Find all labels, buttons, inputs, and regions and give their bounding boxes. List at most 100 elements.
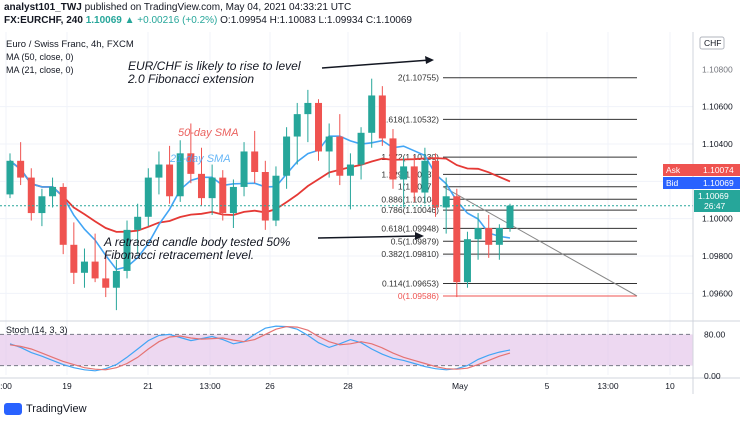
candle-body — [17, 160, 25, 178]
candle-body — [208, 177, 216, 199]
candle-body — [272, 175, 280, 221]
candles — [6, 78, 514, 311]
publish-line: analyst101_TWJ published on TradingView.… — [4, 2, 351, 13]
x-tick-label: 10 — [665, 381, 675, 391]
candle-body — [453, 196, 461, 283]
fib-level-label: 1.272(1.10330) — [381, 152, 439, 162]
x-tick-label: 13:00 — [597, 381, 619, 391]
ma50-legend: MA (50, close, 0) — [6, 52, 74, 62]
annotation-top-line2: 2.0 Fibonacci extension — [127, 72, 254, 86]
symbol-ohlc: O:1.09954 H:1.10083 L:1.09934 C:1.10069 — [220, 15, 412, 26]
candle-body — [176, 153, 184, 197]
x-tick-label: 21 — [143, 381, 153, 391]
ma21-line — [9, 135, 511, 271]
candle-body — [80, 261, 88, 273]
author-name[interactable]: analyst101_TWJ — [4, 2, 82, 13]
brand-name: TradingView — [26, 403, 87, 415]
candle-body — [293, 114, 301, 137]
candle-body — [400, 166, 408, 180]
countdown-value: 26:47 — [704, 201, 726, 211]
last-price-tag — [694, 190, 740, 212]
candle-body — [102, 278, 110, 288]
stoch-band — [0, 334, 693, 366]
y-tick-label: 1.10600 — [702, 102, 733, 112]
candle-body — [432, 160, 440, 208]
candle-body — [123, 229, 131, 271]
candle-body — [463, 239, 471, 283]
stoch-legend: Stoch (14, 3, 3) — [6, 325, 68, 335]
stochastic-pane: Stoch (14, 3, 3) — [0, 320, 740, 372]
candle-body — [506, 205, 514, 228]
ask-value: 1.10074 — [703, 165, 734, 175]
candle-body — [155, 164, 163, 178]
candle-body — [6, 160, 14, 195]
annotation-bottom-line1: A retraced candle body tested 50% — [103, 235, 291, 249]
candle-body — [229, 186, 237, 214]
candle-body — [442, 196, 450, 208]
candle-body — [261, 172, 269, 221]
symbol-name[interactable]: FX:EURCHF, 240 — [4, 15, 83, 26]
arrow-head-icon — [425, 56, 434, 64]
fib-level-label: 0.5(1.09879) — [391, 236, 439, 246]
candle-body — [325, 136, 333, 152]
x-tick-label: 26 — [265, 381, 275, 391]
candle-body — [283, 136, 291, 176]
fib-level-label: 0.114(1.09653) — [382, 278, 439, 288]
annotation-bottom-arrow — [317, 235, 419, 239]
candle-body — [421, 160, 429, 193]
publish-info: published on TradingView.com, May 04, 20… — [84, 2, 352, 13]
candle-body — [144, 177, 152, 217]
candle-body — [485, 228, 493, 245]
bid-value: 1.10069 — [703, 178, 734, 188]
candle-body — [70, 244, 78, 273]
y-tick-label: 1.10000 — [702, 214, 733, 224]
annotation-top-arrow — [321, 59, 431, 69]
ma21-legend: MA (21, close, 0) — [6, 65, 74, 75]
y-tick-label: 1.10400 — [702, 139, 733, 149]
stoch-tick-label: 80.00 — [704, 329, 726, 339]
symbol-change: ▲ +0.00216 (+0.2%) — [124, 15, 218, 26]
annotation-top-line1: EUR/CHF is likely to rise to level — [128, 59, 301, 73]
candle-body — [315, 102, 323, 152]
moving-averages — [9, 135, 511, 271]
candle-body — [27, 177, 35, 214]
ma50-label: 50-day SMA — [178, 127, 239, 139]
fib-level-label: 0.382(1.09810) — [381, 249, 439, 259]
candle-body — [368, 95, 376, 133]
x-tick-label: :00 — [0, 381, 12, 391]
candle-body — [251, 151, 259, 172]
brand-logo[interactable]: TradingView — [4, 403, 87, 415]
arrow-head-icon — [415, 232, 424, 240]
fib-level-label: 0.618(1.09948) — [381, 223, 439, 233]
x-tick-label: 19 — [62, 381, 72, 391]
x-tick-label: May — [452, 381, 469, 391]
bid-label: Bid — [666, 178, 679, 188]
symbol-line: FX:EURCHF, 240 1.10069 ▲ +0.00216 (+0.2%… — [4, 15, 412, 26]
stoch-k-line — [9, 325, 511, 372]
stoch-d-line — [9, 325, 511, 371]
fib-level-label: 1(1.10171) — [398, 182, 439, 192]
candle-body — [336, 136, 344, 176]
tradingview-icon — [4, 403, 22, 415]
currency-badge — [699, 36, 725, 50]
candle-body — [378, 95, 386, 139]
fib-level-label: 1.618(1.10532) — [381, 114, 439, 124]
candle-body — [59, 186, 67, 245]
candle-body — [495, 228, 503, 245]
candle-body — [389, 138, 397, 180]
candle-body — [49, 186, 57, 197]
x-tick-label: 5 — [545, 381, 550, 391]
x-tick-label: 13:00 — [199, 381, 221, 391]
candle-body — [187, 153, 195, 174]
ma21-label: 21-day SMA — [169, 153, 231, 165]
candle-body — [134, 216, 142, 230]
candle-body — [166, 164, 174, 197]
bid-price-tag — [663, 177, 740, 189]
fib-level-label: 0(1.09586) — [398, 291, 439, 301]
candle-body — [38, 196, 46, 214]
candle-body — [474, 228, 482, 240]
chart-background — [0, 32, 740, 394]
currency-label: CHF — [704, 38, 721, 48]
